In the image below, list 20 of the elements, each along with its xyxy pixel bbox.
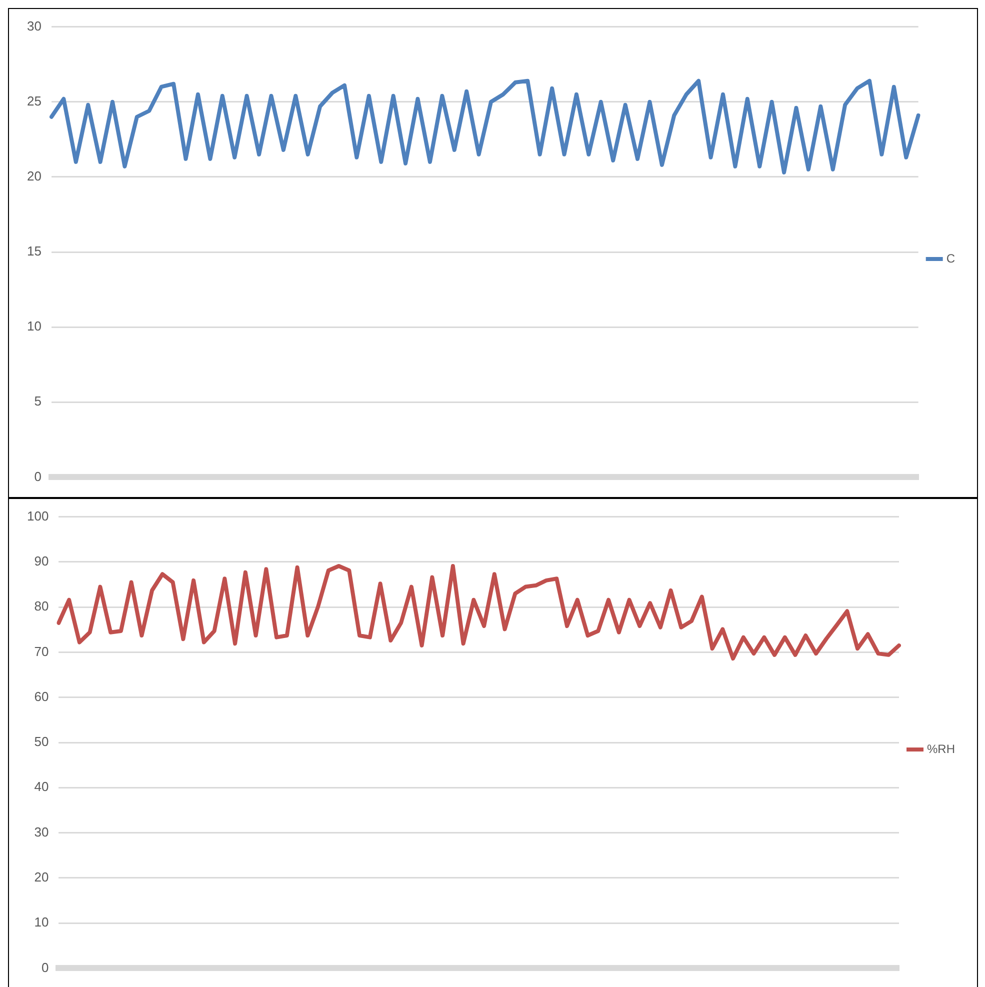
y-tick-label: 30: [26, 18, 42, 34]
y-tick-label: 10: [34, 914, 49, 930]
y-tick-label: 100: [26, 508, 49, 524]
y-tick-label: 80: [34, 598, 49, 614]
y-tick-label: 0: [41, 960, 49, 975]
y-tick-label: 5: [34, 394, 42, 409]
y-tick-label: 20: [26, 168, 42, 184]
y-tick-label: 10: [26, 318, 42, 334]
y-tick-label: 25: [26, 93, 42, 108]
y-tick-label: 90: [34, 554, 49, 569]
y-tick-label: 30: [34, 824, 49, 840]
y-tick-label: 15: [26, 244, 42, 259]
legend-label: C: [946, 251, 956, 266]
legend-label: %RH: [927, 742, 956, 756]
y-tick-label: 60: [34, 688, 49, 704]
y-tick-label: 50: [34, 734, 49, 750]
y-tick-label: 40: [34, 779, 49, 794]
y-tick-label: 0: [34, 468, 42, 484]
y-tick-label: 70: [34, 644, 49, 659]
y-tick-label: 20: [34, 870, 49, 884]
